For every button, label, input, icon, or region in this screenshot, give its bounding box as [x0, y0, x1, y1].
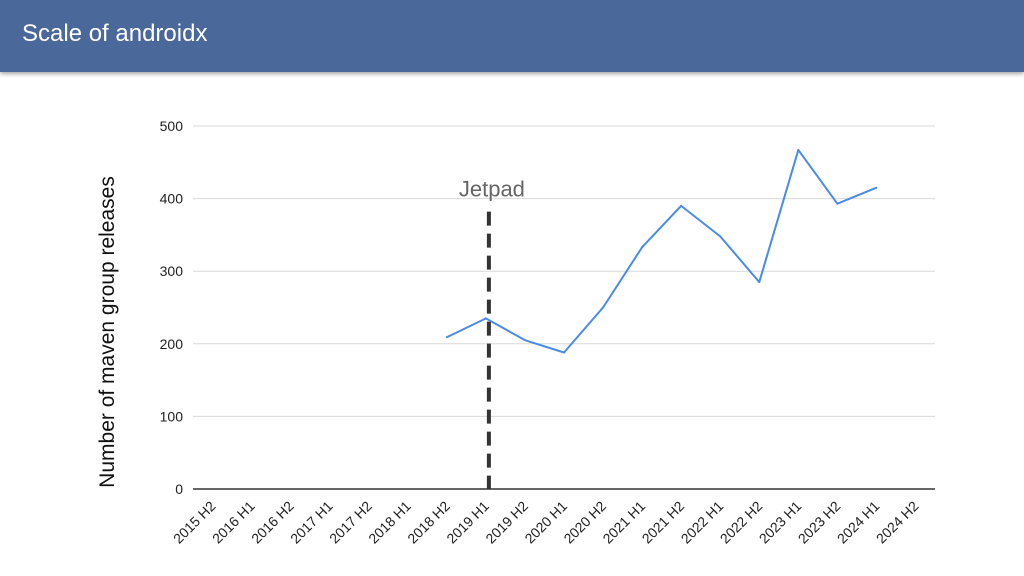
x-tick-label: 2024 H2	[873, 498, 922, 547]
x-tick-label: 2022 H2	[717, 498, 766, 547]
x-tick-label: 2021 H1	[599, 498, 648, 547]
x-tick-label: 2015 H2	[170, 498, 219, 547]
x-tick-label: 2018 H2	[404, 498, 453, 547]
data-point	[523, 339, 526, 342]
data-point	[445, 336, 448, 339]
x-tick-label: 2020 H2	[560, 498, 609, 547]
y-axis-label: Number of maven group releases	[96, 176, 119, 488]
data-point	[836, 202, 839, 205]
y-axis-ticks: 0 100 200 300 400 500	[160, 118, 184, 497]
x-tick-label: 2017 H2	[326, 498, 375, 547]
y-tick-label: 0	[175, 481, 183, 497]
data-point	[875, 186, 878, 189]
x-tick-label: 2019 H1	[443, 498, 492, 547]
x-tick-label: 2019 H2	[482, 498, 531, 547]
x-tick-label: 2023 H2	[795, 498, 844, 547]
data-point	[719, 235, 722, 238]
data-point	[641, 246, 644, 249]
x-tick-label: 2024 H1	[834, 498, 883, 547]
y-tick-label: 100	[160, 408, 184, 424]
y-tick-label: 400	[160, 191, 184, 207]
x-tick-label: 2017 H1	[287, 498, 336, 547]
y-tick-label: 500	[160, 118, 184, 134]
x-tick-label: 2021 H2	[639, 498, 688, 547]
y-tick-label: 300	[160, 263, 184, 279]
title-bar: Scale of androidx	[0, 0, 1024, 72]
jetpad-marker-label: Jetpad	[459, 176, 525, 201]
data-points	[445, 148, 878, 354]
data-point	[758, 281, 761, 284]
y-tick-label: 200	[160, 336, 184, 352]
x-tick-label: 2023 H1	[756, 498, 805, 547]
data-point	[602, 306, 605, 309]
x-tick-label: 2020 H1	[521, 498, 570, 547]
x-tick-label: 2018 H1	[365, 498, 414, 547]
data-point	[680, 204, 683, 207]
series-line	[446, 148, 877, 354]
data-point	[563, 351, 565, 354]
data-point	[484, 317, 487, 320]
data-point	[797, 148, 800, 151]
x-tick-label: 2016 H2	[248, 498, 297, 547]
gridlines	[193, 125, 935, 490]
page-title: Scale of androidx	[22, 20, 208, 47]
x-tick-label: 2022 H1	[678, 498, 727, 547]
x-tick-label: 2016 H1	[209, 498, 258, 547]
